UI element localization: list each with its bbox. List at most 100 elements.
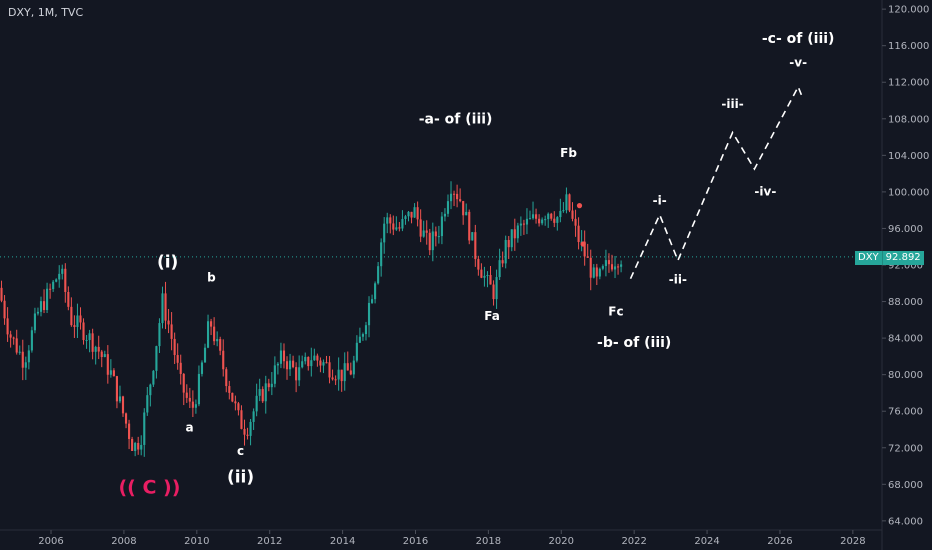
candle-body bbox=[583, 241, 586, 257]
candle-body bbox=[595, 267, 598, 277]
wave-label: -iii- bbox=[721, 97, 743, 111]
candle-body bbox=[301, 361, 304, 368]
candle-body bbox=[124, 413, 128, 424]
candle-body bbox=[358, 336, 361, 343]
candle-body bbox=[352, 360, 355, 375]
candle-body bbox=[9, 334, 12, 338]
wave-label: -i- bbox=[653, 194, 667, 208]
candle-body bbox=[349, 370, 352, 375]
candle-body bbox=[39, 301, 43, 312]
candle-body bbox=[538, 218, 541, 224]
candle-body bbox=[58, 273, 61, 280]
candle-body bbox=[465, 211, 468, 216]
y-tick-label: 64.000 bbox=[888, 516, 923, 527]
candle-body bbox=[586, 256, 589, 258]
candle-body bbox=[343, 363, 346, 382]
candle-body bbox=[340, 369, 343, 382]
candle-body bbox=[24, 362, 27, 368]
candle-body bbox=[407, 211, 410, 217]
candle-body bbox=[370, 299, 374, 303]
candle-body bbox=[52, 281, 55, 290]
candle-body bbox=[76, 315, 79, 327]
x-tick-label: 2008 bbox=[111, 536, 136, 547]
candle-body bbox=[140, 444, 143, 450]
candle-body bbox=[440, 216, 443, 237]
candle-body bbox=[109, 370, 112, 375]
candle-body bbox=[610, 264, 614, 270]
candle-body bbox=[200, 362, 204, 374]
candle-body bbox=[489, 275, 492, 285]
candle-body bbox=[228, 386, 231, 393]
candle-body bbox=[456, 193, 459, 200]
candle-body bbox=[182, 373, 185, 393]
candle-body bbox=[322, 362, 325, 366]
y-tick-label: 116.000 bbox=[888, 41, 929, 52]
candle-body bbox=[592, 267, 595, 278]
candle-body bbox=[562, 210, 565, 212]
candle-body bbox=[452, 193, 456, 195]
candle-body bbox=[158, 323, 161, 347]
candle-body bbox=[480, 269, 483, 278]
candle-body bbox=[364, 325, 368, 335]
candle-body bbox=[21, 351, 24, 368]
candle-body bbox=[404, 216, 407, 220]
candle-body bbox=[222, 350, 225, 370]
candle-body bbox=[237, 403, 240, 411]
candle-body bbox=[213, 326, 216, 342]
x-tick-label: 2010 bbox=[184, 536, 209, 547]
y-tick-label: 68.000 bbox=[888, 480, 923, 491]
candle-body bbox=[577, 225, 580, 243]
candle-body bbox=[307, 356, 310, 367]
wave-label: b bbox=[207, 270, 216, 284]
chart-title: DXY, 1M, TVC bbox=[8, 6, 84, 19]
candle-body bbox=[607, 260, 611, 265]
candle-body bbox=[474, 232, 477, 260]
candle-body bbox=[559, 210, 562, 218]
candle-body bbox=[36, 311, 40, 314]
candle-body bbox=[486, 275, 489, 277]
candle-body bbox=[61, 268, 64, 274]
y-tick-label: 96.000 bbox=[888, 224, 923, 235]
candle-body bbox=[176, 355, 179, 363]
red-marker bbox=[580, 241, 586, 247]
current-price-badge: DXY 92.892 bbox=[855, 251, 924, 265]
candle-body bbox=[292, 360, 295, 368]
candle-body bbox=[46, 288, 49, 311]
candle-body bbox=[67, 291, 70, 307]
candle-body bbox=[431, 231, 434, 251]
y-tick-label: 112.000 bbox=[888, 78, 929, 89]
candle-body bbox=[410, 211, 413, 218]
candle-body bbox=[73, 325, 76, 327]
candle-body bbox=[216, 339, 219, 342]
candle-body bbox=[85, 340, 88, 342]
candle-body bbox=[528, 218, 532, 220]
x-tick-label: 2016 bbox=[403, 536, 428, 547]
y-tick-label: 104.000 bbox=[888, 151, 929, 162]
wave-label: Fa bbox=[484, 309, 500, 323]
candle-body bbox=[416, 207, 419, 220]
candle-body bbox=[617, 266, 620, 268]
candle-body bbox=[525, 218, 529, 225]
candle-body bbox=[106, 354, 109, 375]
candle-body bbox=[504, 239, 507, 264]
candle-body bbox=[604, 260, 607, 267]
candle-body bbox=[413, 207, 416, 218]
price-badge-symbol: DXY bbox=[855, 251, 882, 265]
price-badge-value: 92.892 bbox=[881, 251, 924, 265]
candle-body bbox=[134, 442, 137, 452]
candle-body bbox=[507, 239, 510, 248]
candle-body bbox=[613, 266, 617, 270]
wave-label: Fc bbox=[608, 304, 623, 318]
candle-body bbox=[501, 260, 504, 264]
candle-body bbox=[79, 315, 82, 323]
red-marker bbox=[576, 203, 583, 209]
candle-body bbox=[15, 338, 18, 353]
candle-body bbox=[443, 213, 447, 217]
candle-body bbox=[295, 367, 298, 381]
candle-body bbox=[541, 219, 544, 224]
candle-body bbox=[191, 401, 194, 408]
candle-body bbox=[33, 313, 36, 331]
candle-body bbox=[264, 383, 267, 402]
candle-body bbox=[620, 264, 623, 267]
